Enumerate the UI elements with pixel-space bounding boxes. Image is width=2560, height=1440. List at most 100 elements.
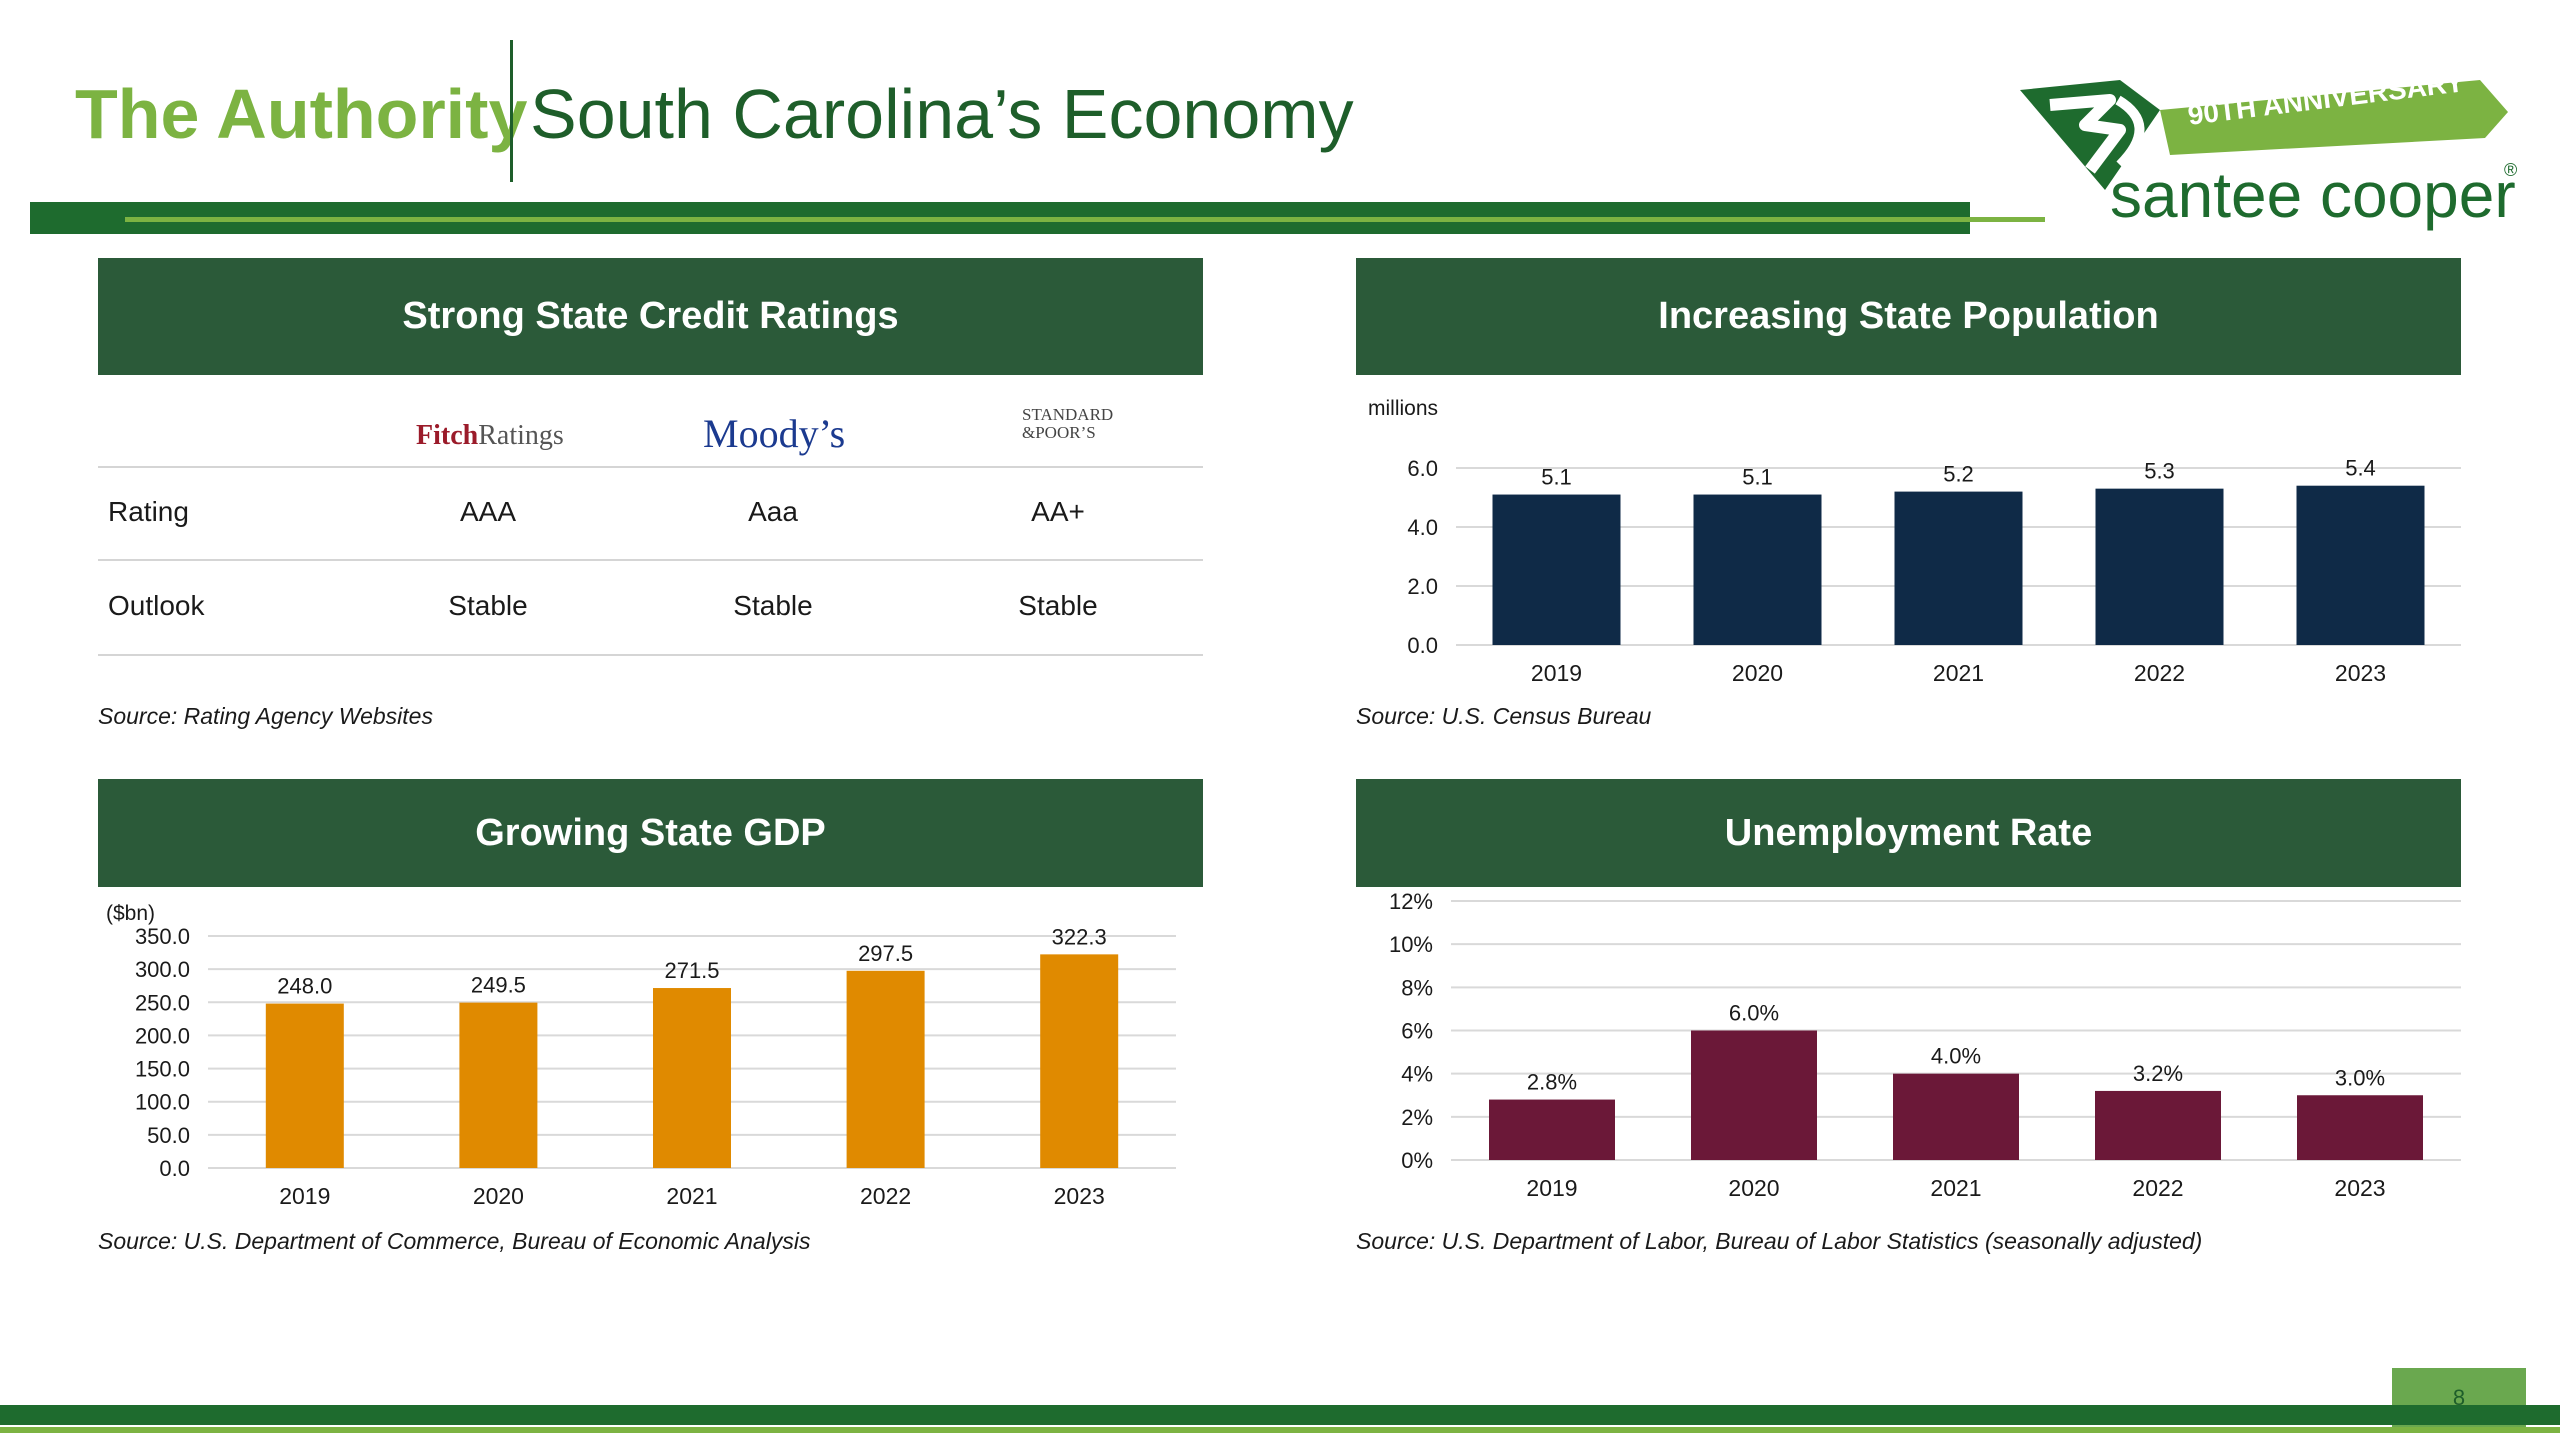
- population-xtick-label: 2023: [2335, 660, 2386, 686]
- unemployment-data-label: 3.0%: [2335, 1065, 2385, 1090]
- credit-ratings-header: Strong State Credit Ratings: [98, 258, 1203, 375]
- gdp-header: Growing State GDP: [98, 779, 1203, 887]
- gdp-data-label: 248.0: [277, 974, 332, 999]
- population-bar: [2095, 488, 2224, 645]
- unemployment-data-label: 3.2%: [2133, 1061, 2183, 1086]
- fitch-logo-text: Fitch: [416, 420, 479, 451]
- unemployment-xtick-label: 2023: [2334, 1175, 2385, 1201]
- gdp-data-label: 297.5: [858, 941, 913, 966]
- table-divider: [98, 654, 1203, 656]
- unemployment-header: Unemployment Rate: [1356, 779, 2461, 887]
- gdp-ytick-label: 50.0: [147, 1123, 190, 1148]
- table-divider: [98, 466, 1203, 468]
- gdp-ytick-label: 300.0: [135, 957, 190, 982]
- unemployment-xtick-label: 2020: [1728, 1175, 1779, 1201]
- sp-rating: AA+: [1031, 496, 1085, 527]
- gdp-bar: [459, 1002, 538, 1168]
- sp-logo-line-2: &POOR’S: [1022, 423, 1096, 442]
- population-ytick-label: 2.0: [1407, 574, 1438, 599]
- population-ytick-label: 4.0: [1407, 515, 1438, 540]
- gdp-ytick-label: 250.0: [135, 990, 190, 1015]
- credit-source: Source: Rating Agency Websites: [98, 703, 433, 729]
- unemployment-source: Source: U.S. Department of Labor, Bureau…: [1356, 1228, 2203, 1254]
- gdp-xtick-label: 2022: [860, 1183, 911, 1209]
- unemployment-xtick-label: 2019: [1526, 1175, 1577, 1201]
- title-divider: [510, 40, 513, 182]
- row-label-outlook: Outlook: [108, 590, 205, 621]
- logo-wordmark: santee cooper: [2110, 159, 2516, 231]
- population-xtick-label: 2022: [2134, 660, 2185, 686]
- unemployment-xtick-label: 2021: [1930, 1175, 1981, 1201]
- gdp-bar: [1040, 954, 1119, 1168]
- population-ylabel: millions: [1368, 397, 1438, 420]
- gdp-bar: [846, 970, 925, 1168]
- population-bar: [1894, 491, 2023, 645]
- population-data-label: 5.1: [1742, 465, 1773, 490]
- standard-and-poors-logo: STANDARD &POOR’S: [1022, 406, 1113, 442]
- page-brand-title: The Authority: [75, 75, 528, 153]
- gdp-ytick-label: 200.0: [135, 1023, 190, 1048]
- unemployment-ytick-label: 12%: [1389, 889, 1433, 914]
- gdp-source: Source: U.S. Department of Commerce, Bur…: [98, 1228, 811, 1254]
- gdp-xtick-label: 2020: [473, 1183, 524, 1209]
- table-divider: [98, 559, 1203, 561]
- unemployment-data-label: 6.0%: [1729, 1001, 1779, 1026]
- unemployment-bar: [1489, 1099, 1615, 1160]
- gdp-bar: [653, 988, 731, 1168]
- unemployment-ytick-label: 6%: [1401, 1019, 1433, 1044]
- unemployment-data-label: 4.0%: [1931, 1044, 1981, 1069]
- gdp-ytick-label: 100.0: [135, 1090, 190, 1115]
- gdp-ylabel: ($bn): [106, 902, 155, 925]
- population-header: Increasing State Population: [1356, 258, 2461, 375]
- moodys-logo: Moody’s: [703, 411, 846, 456]
- header-rule-light: [125, 217, 2045, 222]
- unemployment-ytick-label: 2%: [1401, 1105, 1433, 1130]
- gdp-xtick-label: 2019: [279, 1183, 330, 1209]
- footer-rule-light: [0, 1427, 2560, 1433]
- population-xtick-label: 2019: [1531, 660, 1582, 686]
- unemployment-data-label: 2.8%: [1527, 1070, 1577, 1095]
- gdp-ytick-label: 0.0: [159, 1156, 190, 1181]
- population-bar: [2296, 485, 2425, 645]
- fitch-ratings-logo: FitchRatings: [416, 420, 564, 452]
- unemployment-ytick-label: 4%: [1401, 1062, 1433, 1087]
- fitch-outlook: Stable: [448, 590, 528, 621]
- gdp-ytick-label: 150.0: [135, 1057, 190, 1082]
- row-label-rating: Rating: [108, 496, 189, 527]
- gdp-chart: 0.0 50.0 100.0 150.0 200.0 250.0 300.0 350.0($b…: [106, 902, 1176, 1209]
- unemployment-ytick-label: 0%: [1401, 1148, 1433, 1173]
- unemployment-ytick-label: 10%: [1389, 932, 1433, 957]
- footer-rule-dark: [0, 1405, 2560, 1425]
- moodys-outlook: Stable: [733, 590, 813, 621]
- unemployment-chart: 0% 2% 4% 6% 8% 10% 12% 2.8% 2019 6.0% 2020 4.0% 2021…: [1389, 889, 2461, 1201]
- gdp-data-label: 322.3: [1052, 924, 1107, 949]
- population-data-label: 5.3: [2144, 459, 2175, 484]
- population-ytick-label: 0.0: [1407, 633, 1438, 658]
- population-xtick-label: 2020: [1732, 660, 1783, 686]
- logo-registered-mark: ®: [2504, 160, 2518, 180]
- gdp-ytick-label: 350.0: [135, 924, 190, 949]
- unemployment-bar: [1893, 1073, 2019, 1160]
- population-xtick-label: 2021: [1933, 660, 1984, 686]
- population-bar: [1693, 494, 1822, 645]
- fitch-logo-text-suffix: Ratings: [478, 420, 564, 451]
- gdp-data-label: 249.5: [471, 973, 526, 998]
- fitch-rating: AAA: [459, 496, 517, 527]
- population-bar: [1492, 494, 1621, 645]
- page-title: South Carolina’s Economy: [530, 75, 1354, 153]
- santee-cooper-logo-icon: [2020, 80, 2508, 190]
- population-source: Source: U.S. Census Bureau: [1356, 703, 1652, 729]
- unemployment-ytick-label: 8%: [1401, 975, 1433, 1000]
- population-chart: 0.0 2.0 4.0 6.0 millions 5.1 2019 5.1 2020 5.2 202…: [1368, 397, 2461, 686]
- gdp-xtick-label: 2021: [666, 1183, 717, 1209]
- sp-logo-line-1: STANDARD: [1022, 405, 1114, 424]
- population-data-label: 5.1: [1541, 465, 1572, 490]
- gdp-data-label: 271.5: [664, 958, 719, 983]
- population-ytick-label: 6.0: [1407, 456, 1438, 481]
- unemployment-xtick-label: 2022: [2132, 1175, 2183, 1201]
- moodys-rating: Aaa: [748, 496, 798, 527]
- unemployment-bar: [2095, 1090, 2221, 1160]
- population-data-label: 5.4: [2345, 456, 2376, 481]
- unemployment-bar: [1691, 1030, 1817, 1160]
- gdp-xtick-label: 2023: [1054, 1183, 1105, 1209]
